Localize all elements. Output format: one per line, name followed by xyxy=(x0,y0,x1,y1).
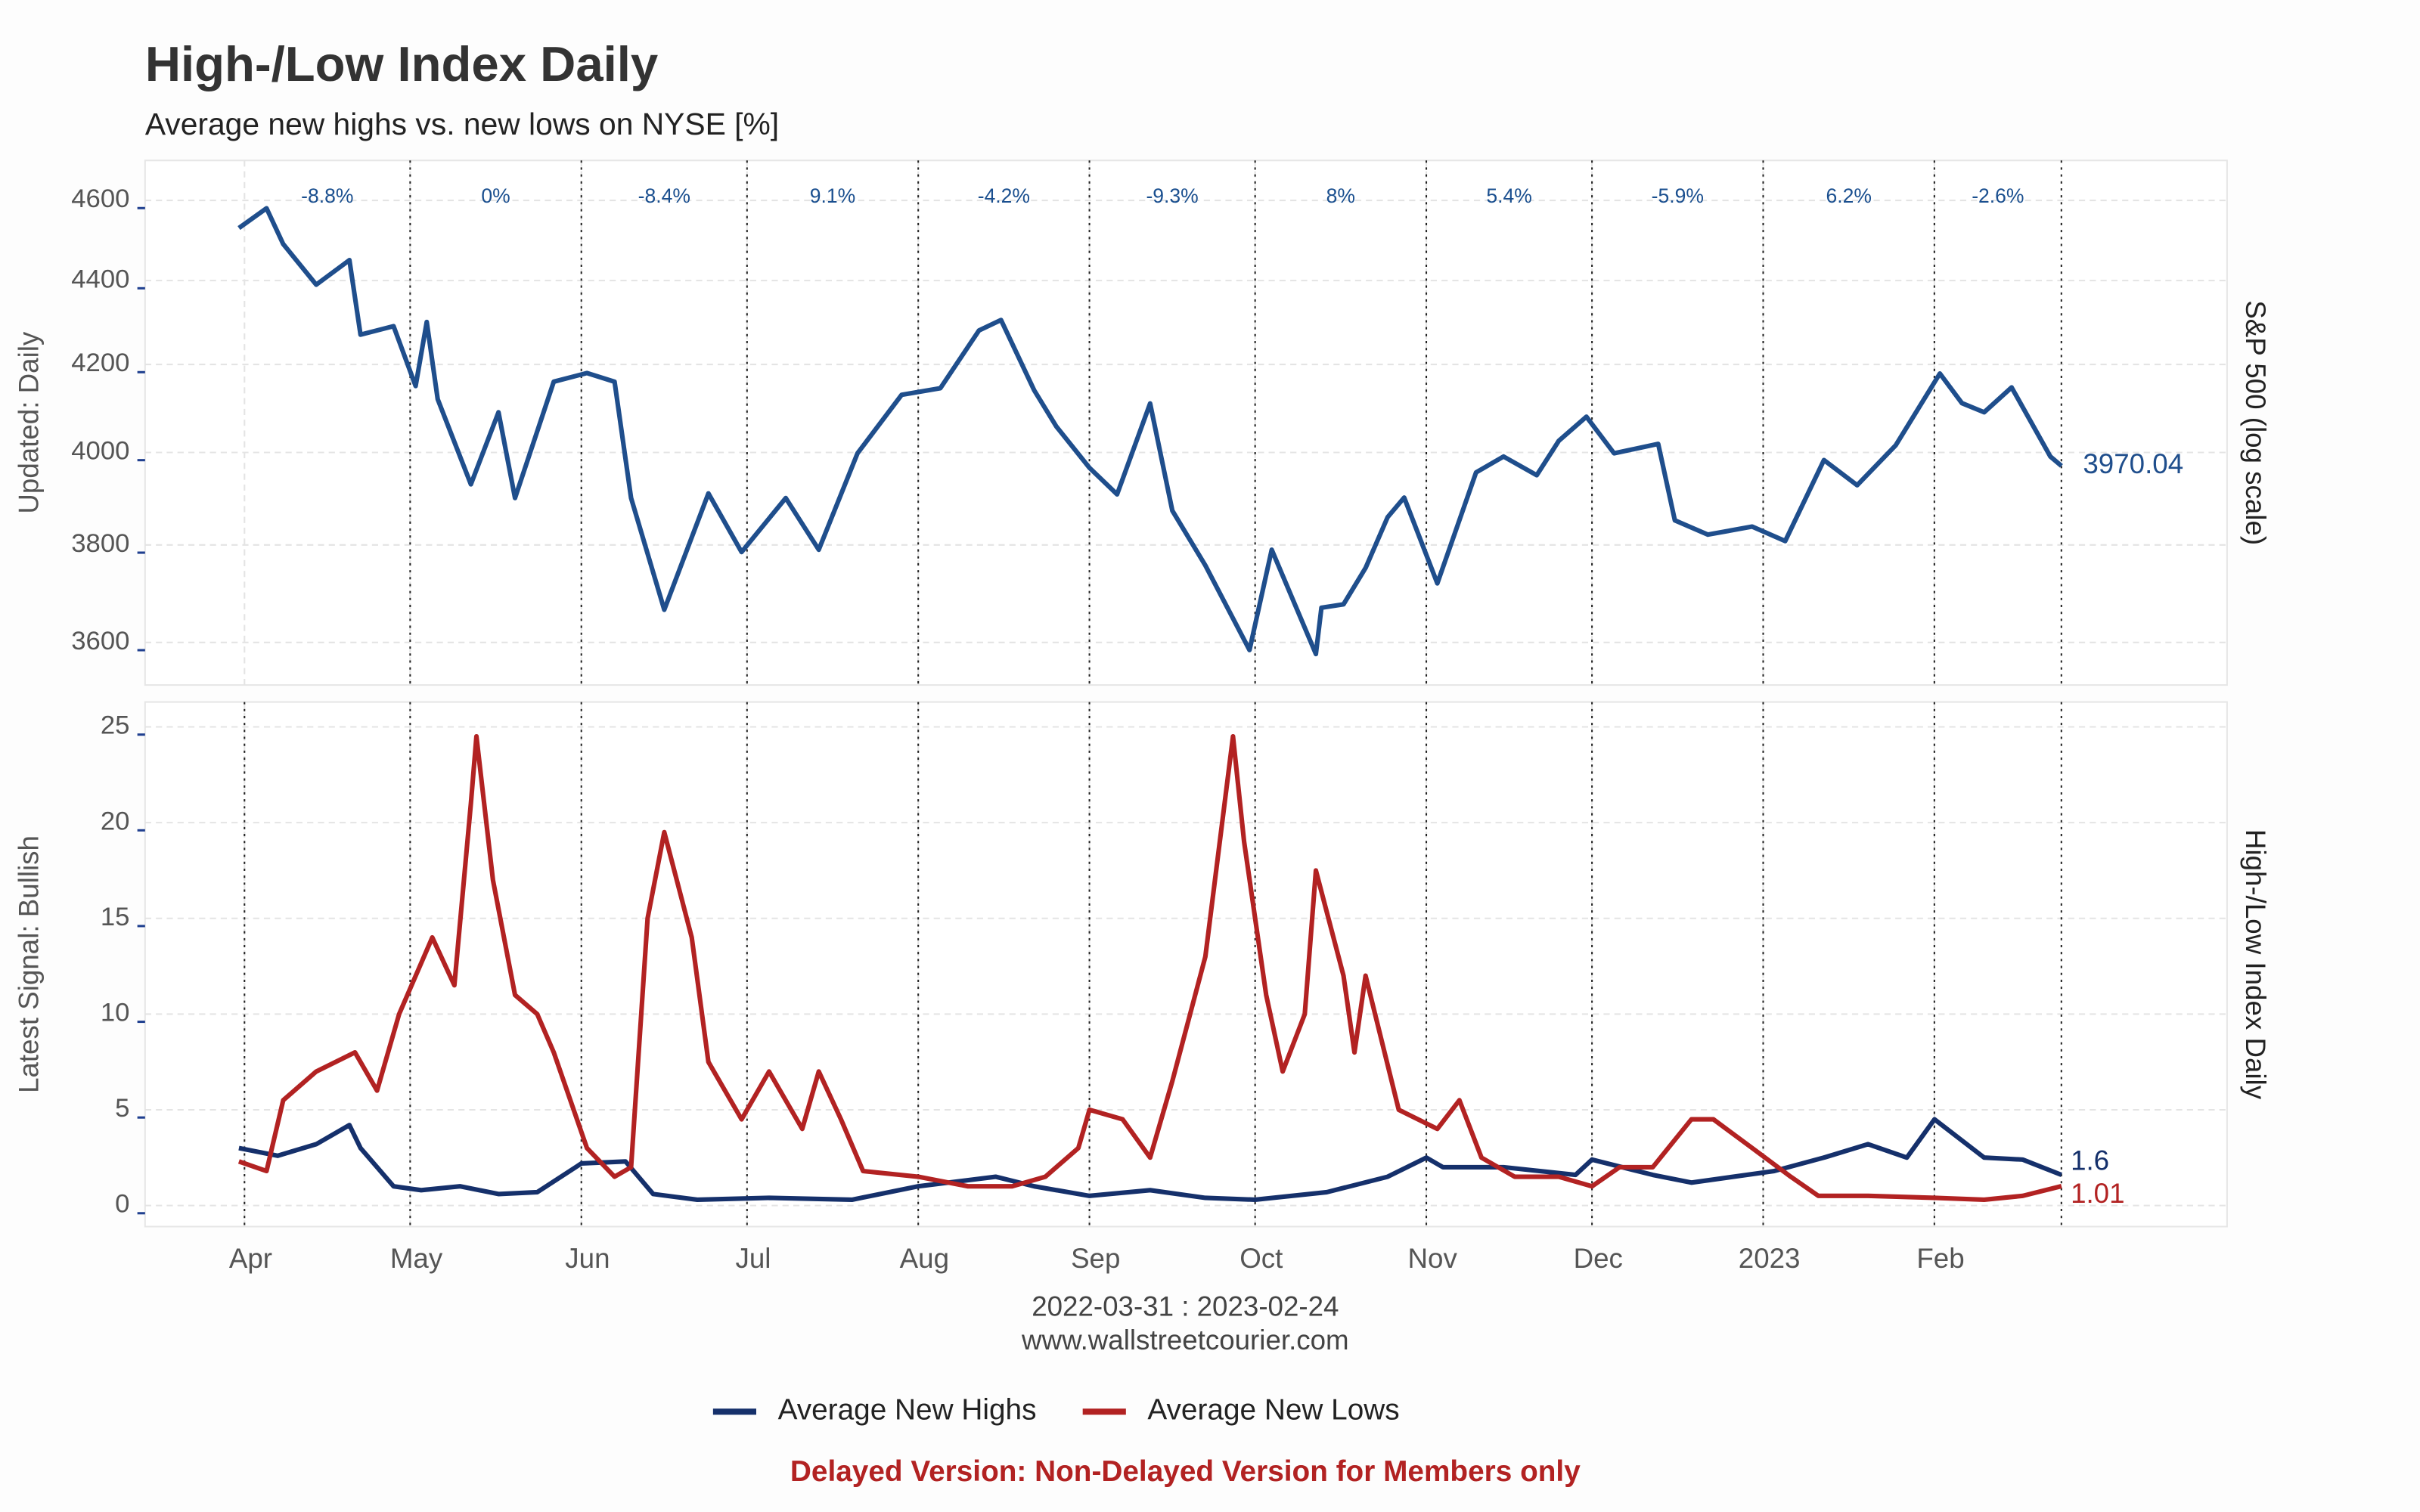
x-tick-label: 2023 xyxy=(1739,1243,1801,1274)
end-value-label: 1.6 xyxy=(2071,1145,2109,1176)
x-tick-label: Jun xyxy=(565,1243,610,1274)
monthly-change: 5.4% xyxy=(1486,184,1531,207)
y-tick-label: 15 xyxy=(101,903,130,931)
monthly-change: -4.2% xyxy=(978,184,1030,207)
legend-label: Average New Lows xyxy=(1147,1394,1399,1427)
monthly-change: 6.2% xyxy=(1826,184,1871,207)
y-tick-label: 4600 xyxy=(71,184,129,213)
monthly-change: 8% xyxy=(1326,184,1355,207)
y-tick-label: 5 xyxy=(115,1094,129,1123)
monthly-change: -2.6% xyxy=(1972,184,2024,207)
x-tick-label: Nov xyxy=(1408,1243,1458,1274)
y-tick-label: 20 xyxy=(101,807,130,835)
y-axis-label-right: High-/Low Index Daily xyxy=(2240,829,2271,1100)
subtitle: Average new highs vs. new lows on NYSE [… xyxy=(145,107,779,141)
y-tick-label: 10 xyxy=(101,999,130,1027)
y-tick-label: 4000 xyxy=(71,437,129,466)
x-tick-label: Oct xyxy=(1239,1243,1283,1274)
title: High-/Low Index Daily xyxy=(145,36,658,91)
y-tick-label: 4200 xyxy=(71,349,129,377)
x-tick-label: May xyxy=(390,1243,443,1274)
monthly-change: -8.4% xyxy=(638,184,690,207)
y-tick-label: 3600 xyxy=(71,627,129,655)
series-line xyxy=(238,1117,2063,1202)
source: www.wallstreetcourier.com xyxy=(1021,1325,1349,1356)
x-tick-label: Feb xyxy=(1916,1243,1964,1274)
y-tick-label: 3800 xyxy=(71,529,129,558)
y-axis-label-left: Updated: Daily xyxy=(14,331,45,513)
date-range: 2022-03-31 : 2023-02-24 xyxy=(1032,1290,1339,1321)
y-tick-label: 4400 xyxy=(71,265,129,293)
monthly-change: 9.1% xyxy=(810,184,855,207)
series-line xyxy=(237,206,2063,657)
monthly-change: -9.3% xyxy=(1146,184,1198,207)
end-value-label: 3970.04 xyxy=(2083,448,2183,479)
monthly-change: -5.9% xyxy=(1652,184,1704,207)
legend-label: Average New Highs xyxy=(778,1394,1037,1427)
y-axis-label-left: Latest Signal: Bullish xyxy=(14,835,45,1093)
x-tick-label: Jul xyxy=(736,1243,771,1274)
end-value-label: 1.01 xyxy=(2071,1178,2124,1209)
monthly-change: -8.8% xyxy=(301,184,353,207)
y-tick-label: 0 xyxy=(115,1190,129,1219)
x-tick-label: Sep xyxy=(1071,1243,1120,1274)
x-tick-label: Apr xyxy=(229,1243,272,1274)
x-tick-label: Dec xyxy=(1574,1243,1623,1274)
footer: Delayed Version: Non-Delayed Version for… xyxy=(790,1455,1581,1488)
panel xyxy=(144,701,2228,1228)
x-tick-label: Aug xyxy=(900,1243,949,1274)
series-line xyxy=(237,734,2062,1202)
panel xyxy=(144,160,2228,686)
y-axis-label-right: S&P 500 (log scale) xyxy=(2240,300,2271,545)
monthly-change: 0% xyxy=(481,184,510,207)
y-tick-label: 25 xyxy=(101,711,130,740)
